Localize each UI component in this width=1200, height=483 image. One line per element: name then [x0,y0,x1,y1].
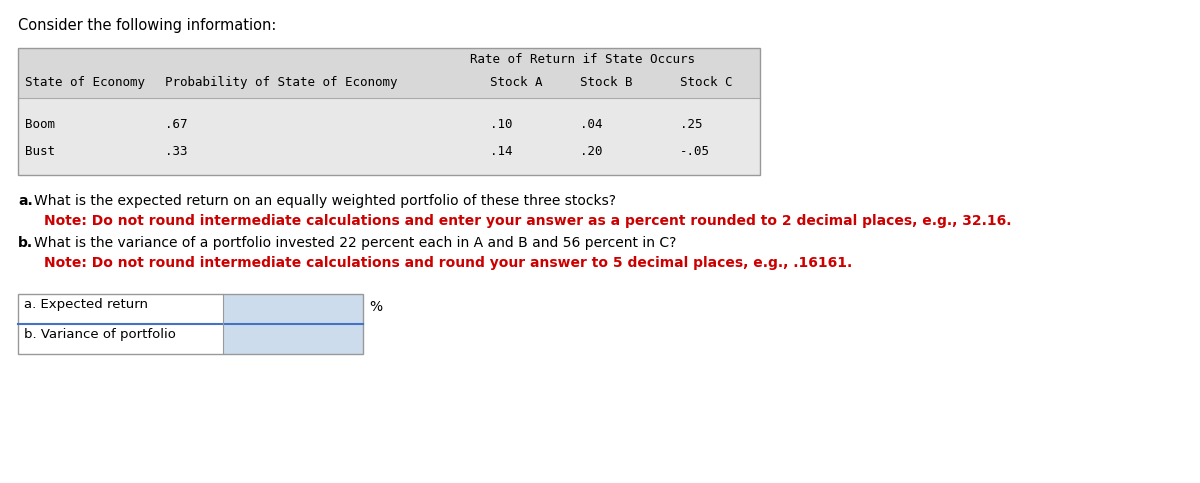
Text: a.: a. [18,194,32,208]
Text: %: % [370,300,382,314]
Text: .14: .14 [490,145,512,158]
Text: .25: .25 [680,118,702,131]
Bar [223,294,364,324]
Bar [18,294,364,354]
Bar [18,324,223,354]
Text: Consider the following information:: Consider the following information: [18,18,276,33]
Text: Bust: Bust [25,145,55,158]
Text: .20: .20 [580,145,602,158]
Text: Stock B: Stock B [580,76,632,89]
Text: a. Expected return: a. Expected return [24,298,148,311]
Text: Note: Do not round intermediate calculations and round your answer to 5 decimal : Note: Do not round intermediate calculat… [44,256,852,270]
Bar [18,294,223,324]
Text: What is the variance of a portfolio invested 22 percent each in A and B and 56 p: What is the variance of a portfolio inve… [34,236,677,250]
Text: What is the expected return on an equally weighted portfolio of these three stoc: What is the expected return on an equall… [34,194,616,208]
Text: .33: .33 [166,145,187,158]
Bar [18,48,760,175]
Text: Note: Do not round intermediate calculations and enter your answer as a percent : Note: Do not round intermediate calculat… [44,214,1012,228]
Text: b.: b. [18,236,34,250]
Text: .10: .10 [490,118,512,131]
Text: .04: .04 [580,118,602,131]
Text: -.05: -.05 [680,145,710,158]
Text: Stock C: Stock C [680,76,732,89]
Text: .67: .67 [166,118,187,131]
Bar [18,48,760,98]
Text: Rate of Return if State Occurs: Rate of Return if State Occurs [470,53,695,66]
Bar [223,324,364,354]
Text: Boom: Boom [25,118,55,131]
Bar [18,48,760,175]
Text: State of Economy: State of Economy [25,76,145,89]
Text: Probability of State of Economy: Probability of State of Economy [166,76,397,89]
Text: b. Variance of portfolio: b. Variance of portfolio [24,328,176,341]
Text: Stock A: Stock A [490,76,542,89]
